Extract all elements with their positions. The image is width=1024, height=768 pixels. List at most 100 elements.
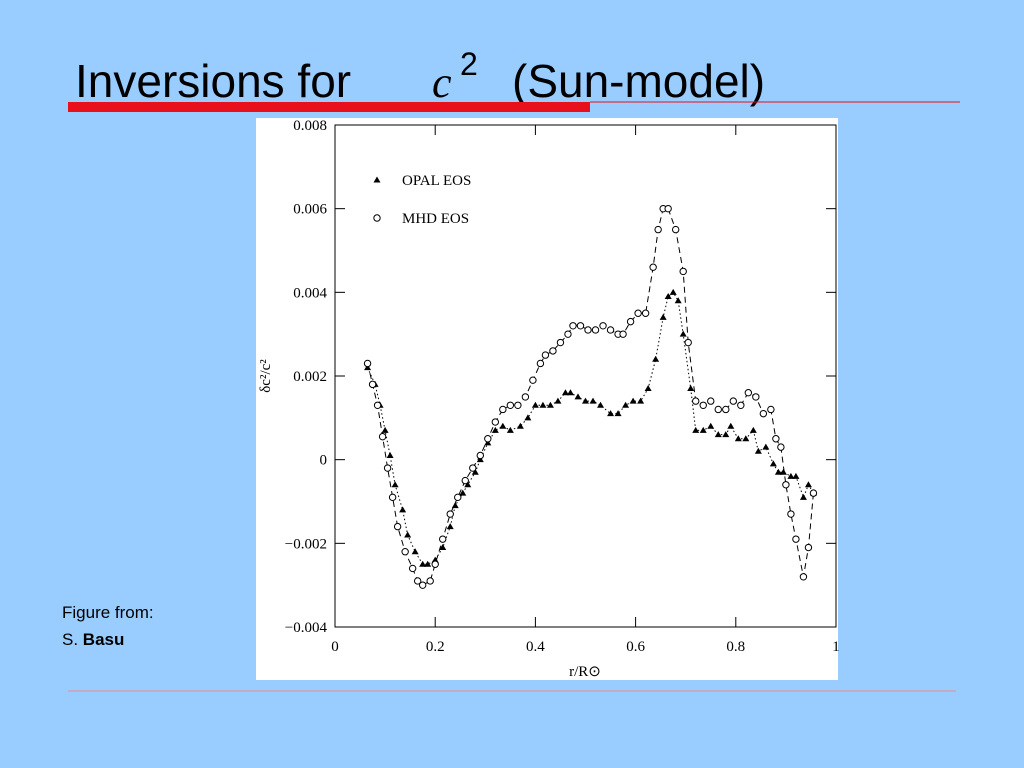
y-tick-label: 0.004 [293, 285, 327, 301]
x-axis-label: r/R⊙ [569, 664, 601, 680]
data-point [524, 414, 532, 421]
data-point [516, 422, 524, 429]
data-point [669, 288, 677, 295]
data-point [679, 330, 687, 337]
data-point [619, 330, 627, 338]
data-point [674, 297, 682, 304]
data-point [569, 322, 577, 330]
data-point [699, 426, 707, 433]
data-point [692, 397, 700, 405]
data-point [714, 405, 722, 414]
data-point [792, 535, 800, 543]
data-point [419, 560, 427, 567]
y-tick-label: −0.002 [285, 536, 327, 552]
data-point [679, 267, 687, 276]
figure-panel [256, 118, 838, 680]
data-point [484, 435, 492, 443]
data-point [792, 472, 800, 479]
data-point [714, 431, 722, 438]
data-point [469, 464, 477, 472]
data-point [439, 535, 447, 543]
data-point [399, 506, 407, 513]
data-point [606, 326, 615, 334]
data-point [464, 481, 472, 488]
y-tick-label: 0 [320, 453, 328, 469]
data-point [426, 577, 434, 585]
data-point [521, 393, 530, 401]
legend-label: OPAL EOS [402, 173, 471, 189]
data-point [529, 376, 537, 384]
data-point [799, 493, 807, 500]
data-point [564, 330, 572, 338]
data-point [707, 397, 715, 405]
data-point [411, 548, 419, 555]
data-point [461, 476, 469, 485]
data-point [531, 401, 539, 408]
data-point [729, 397, 737, 405]
data-point [777, 443, 785, 451]
data-point [491, 426, 499, 433]
x-tick-label: 0.4 [526, 639, 545, 655]
data-point [424, 560, 432, 567]
data-point [622, 401, 630, 408]
data-point [576, 322, 585, 330]
data-point [591, 326, 600, 334]
data-point [556, 338, 565, 347]
data-point [722, 405, 730, 414]
data-point [762, 443, 770, 450]
credit: S. Basu [62, 630, 124, 649]
y-axis-label: δc²/c² [258, 359, 274, 393]
x-tick-label: 0.2 [426, 639, 445, 655]
data-point [381, 426, 389, 433]
data-point [413, 577, 422, 585]
data-point [539, 401, 547, 408]
data-point [459, 489, 467, 496]
data-point [707, 422, 715, 429]
data-point [804, 543, 813, 552]
data-point [782, 481, 790, 489]
data-point [644, 385, 652, 392]
legend-marker [373, 214, 381, 222]
data-point [774, 468, 782, 475]
y-tick-label: 0.002 [293, 369, 327, 385]
data-point [599, 322, 607, 330]
data-point [744, 389, 753, 397]
data-point [373, 401, 382, 409]
data-point [514, 401, 522, 409]
y-tick-label: −0.004 [285, 620, 328, 636]
title-bar [68, 102, 590, 112]
data-point [734, 435, 742, 442]
legend-marker [373, 176, 381, 183]
data-point [446, 523, 454, 530]
data-point [363, 359, 372, 368]
data-point [401, 548, 409, 556]
x-tick-label: 0.6 [626, 639, 645, 655]
data-point [664, 204, 672, 213]
x-tick-label: 0 [331, 639, 339, 655]
data-point [641, 309, 650, 317]
data-point [368, 380, 377, 389]
data-point [446, 510, 454, 518]
data-point [804, 481, 812, 488]
title-var: c [432, 58, 452, 107]
data-point [759, 409, 768, 418]
title-exp: 2 [460, 46, 478, 82]
data-point [506, 426, 514, 433]
data-point [584, 326, 592, 334]
data-point [671, 225, 680, 234]
data-point [431, 560, 439, 568]
x-tick-label: 1 [832, 639, 840, 655]
data-point [637, 397, 645, 404]
data-point [491, 418, 500, 426]
credit-name: Basu [83, 630, 125, 649]
data-point [634, 309, 642, 317]
data-point [418, 581, 427, 589]
title-lead: Inversions for [75, 55, 351, 107]
data-point [536, 359, 545, 368]
data-point [749, 426, 757, 433]
data-point [799, 573, 808, 581]
data-point [439, 544, 447, 551]
data-point [767, 405, 775, 414]
